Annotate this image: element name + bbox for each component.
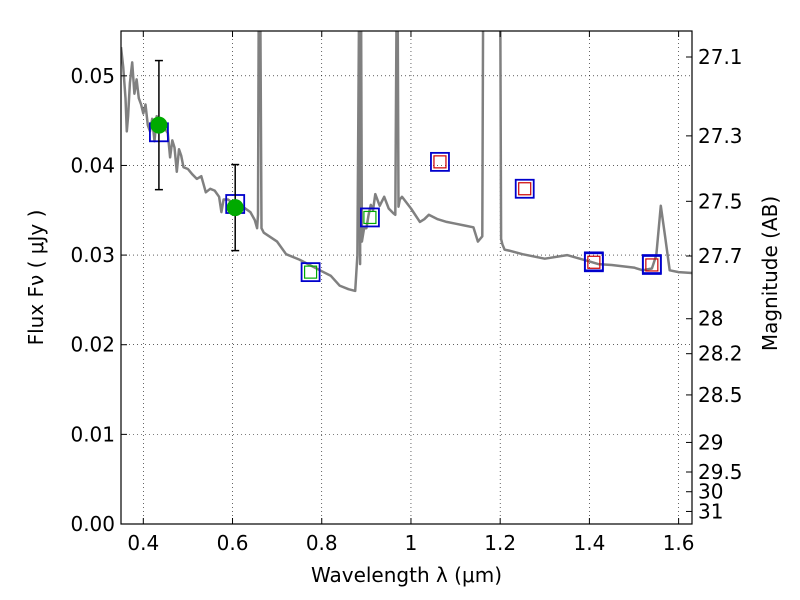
model-flux-box xyxy=(641,255,662,275)
y-tick-label: 0.02 xyxy=(70,333,115,357)
observed-point xyxy=(150,116,168,134)
model-flux-box-inner-red xyxy=(518,182,532,196)
y-axis-label-right: Magnitude (AB) xyxy=(758,196,782,351)
y-tick-label: 0.05 xyxy=(70,64,115,88)
observed-point xyxy=(226,199,244,217)
model-flux-box xyxy=(514,178,535,199)
y-tick-label: 0.01 xyxy=(70,422,115,446)
y-tick-label-right: 27.3 xyxy=(698,124,743,148)
model-flux-box-inner-green xyxy=(363,210,377,225)
model-flux-box-inner-red xyxy=(433,155,447,169)
x-tick-label: 0.4 xyxy=(127,531,159,555)
y-tick-label-right: 29 xyxy=(698,430,723,454)
model-flux-box-inner-green xyxy=(303,265,318,279)
x-axis-label: Wavelength λ (μm) xyxy=(311,563,502,587)
y-tick-label-right: 27.5 xyxy=(698,189,743,213)
model-flux-box xyxy=(360,207,380,228)
y-tick-label-right: 27.1 xyxy=(698,45,743,69)
y-tick-label-right: 28.5 xyxy=(698,383,743,407)
y-tick-label-right: 28 xyxy=(698,307,723,331)
y-tick-label-right: 29.5 xyxy=(698,460,743,484)
x-tick-label: 0.6 xyxy=(217,531,249,555)
plot-frame xyxy=(120,30,693,525)
model-flux-box xyxy=(583,252,604,273)
model-flux-box xyxy=(300,262,321,283)
model-flux-box xyxy=(430,151,450,172)
grid-lines xyxy=(121,31,692,525)
y-tick-label: 0.04 xyxy=(70,153,115,177)
axis-ticks: 0.4 0.6 0.8 1 1.2 1.4 1.6 0.00 0.01 0.02 0.03 0.04 0… xyxy=(70,31,743,555)
model-flux-box-inner-red xyxy=(587,255,601,269)
model-spectrum-line xyxy=(121,31,692,293)
y-tick-label: 0.00 xyxy=(70,512,115,536)
x-tick-label: 1.2 xyxy=(484,531,516,555)
y-tick-label: 0.03 xyxy=(70,243,115,267)
model-flux-box-inner-red xyxy=(645,258,659,272)
y-tick-label-right: 27.7 xyxy=(698,244,743,268)
y-axis-label: Flux Fν ( μJy ) xyxy=(24,210,48,346)
y-tick-label-right: 30 xyxy=(698,480,723,504)
x-tick-label: 1 xyxy=(405,531,418,555)
x-tick-label: 1.6 xyxy=(663,531,695,555)
plot-area xyxy=(121,31,692,293)
y-tick-label-right: 28.2 xyxy=(698,342,743,366)
x-tick-label: 0.8 xyxy=(306,531,338,555)
x-tick-label: 1.4 xyxy=(573,531,605,555)
y-tick-label-right: 31 xyxy=(698,499,723,523)
